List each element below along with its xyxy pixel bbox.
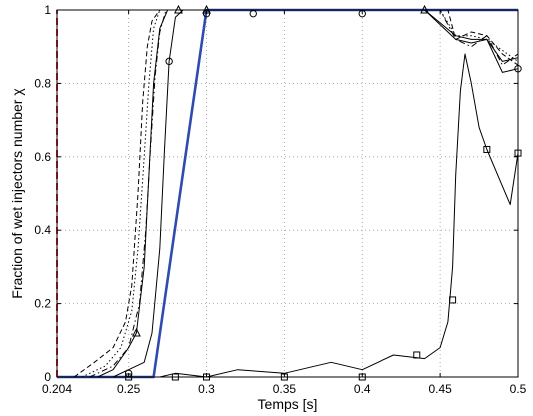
y-tick-label: 1 (44, 3, 51, 17)
marker-circle (165, 57, 173, 66)
marker-square (449, 296, 457, 304)
x-axis-label: Temps [s] (258, 396, 318, 412)
y-tick-label: 0 (44, 370, 51, 384)
x-tick-label: 0.3 (198, 382, 215, 396)
series-line-dashed (73, 9, 519, 378)
series-line-dashdot (89, 9, 519, 378)
plot-frame (56, 9, 519, 378)
y-axis-ticks: 0 0.2 0.4 0.6 0.8 1 (34, 3, 518, 384)
x-tick-label: 0.5 (510, 382, 527, 396)
marker-triangle (132, 327, 141, 337)
x-tick-label: 0.25 (117, 382, 141, 396)
y-tick-label: 0.2 (34, 297, 51, 311)
series-line-blue-thick (57, 8, 518, 379)
series-line-solid-circle (112, 9, 519, 378)
x-tick-label: 0.35 (273, 382, 297, 396)
marker-square (413, 351, 421, 359)
series-markers (124, 4, 522, 381)
marker-square (483, 145, 491, 153)
y-tick-label: 0.4 (34, 223, 51, 237)
x-tick-label: 0.4 (354, 382, 371, 396)
series-lines (56, 8, 519, 379)
series-line-solid-square (128, 53, 519, 378)
x-tick-label: 0.204 (42, 382, 72, 396)
y-tick-label: 0.6 (34, 150, 51, 164)
marker-circle (249, 9, 257, 18)
x-axis-ticks: 0.204 0.25 0.3 0.35 0.4 0.45 0.5 (42, 10, 527, 396)
grid-lines (57, 10, 518, 377)
x-tick-label: 0.45 (428, 382, 452, 396)
y-tick-label: 0.8 (34, 76, 51, 90)
y-axis-label: Fraction of wet injectors number χ (9, 88, 25, 299)
series-line-dotted (81, 9, 519, 378)
